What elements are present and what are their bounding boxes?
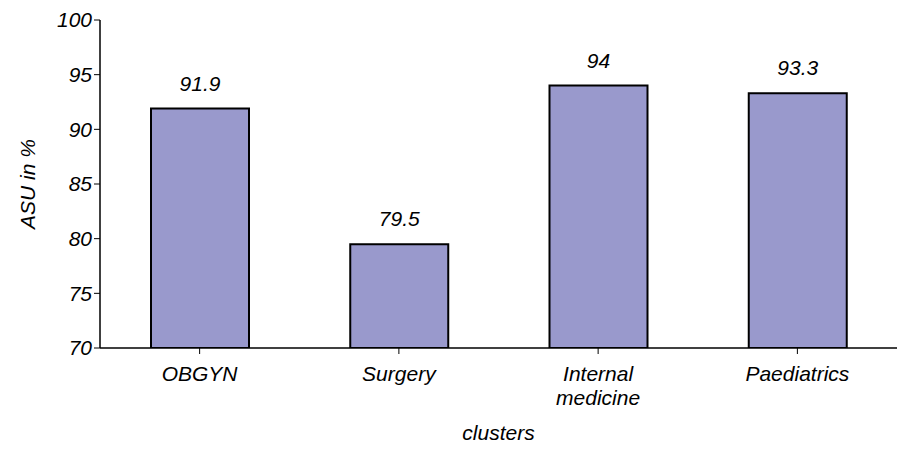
svg-text:91.9: 91.9 bbox=[180, 72, 221, 95]
svg-text:70: 70 bbox=[69, 336, 93, 359]
svg-text:Surgery: Surgery bbox=[362, 362, 437, 385]
svg-text:90: 90 bbox=[69, 118, 93, 141]
svg-text:93.3: 93.3 bbox=[777, 56, 818, 79]
svg-text:ASU in %: ASU in % bbox=[16, 139, 39, 231]
svg-text:100: 100 bbox=[57, 8, 92, 31]
svg-text:95: 95 bbox=[69, 63, 93, 86]
svg-text:94: 94 bbox=[587, 49, 610, 72]
svg-text:79.5: 79.5 bbox=[379, 207, 420, 230]
svg-text:Internalmedicine: Internalmedicine bbox=[556, 362, 640, 409]
svg-text:75: 75 bbox=[69, 282, 93, 305]
svg-text:OBGYN: OBGYN bbox=[162, 362, 239, 385]
svg-text:85: 85 bbox=[69, 172, 93, 195]
svg-text:clusters: clusters bbox=[462, 421, 535, 444]
svg-text:80: 80 bbox=[69, 227, 93, 250]
svg-text:Paediatrics: Paediatrics bbox=[745, 362, 849, 385]
